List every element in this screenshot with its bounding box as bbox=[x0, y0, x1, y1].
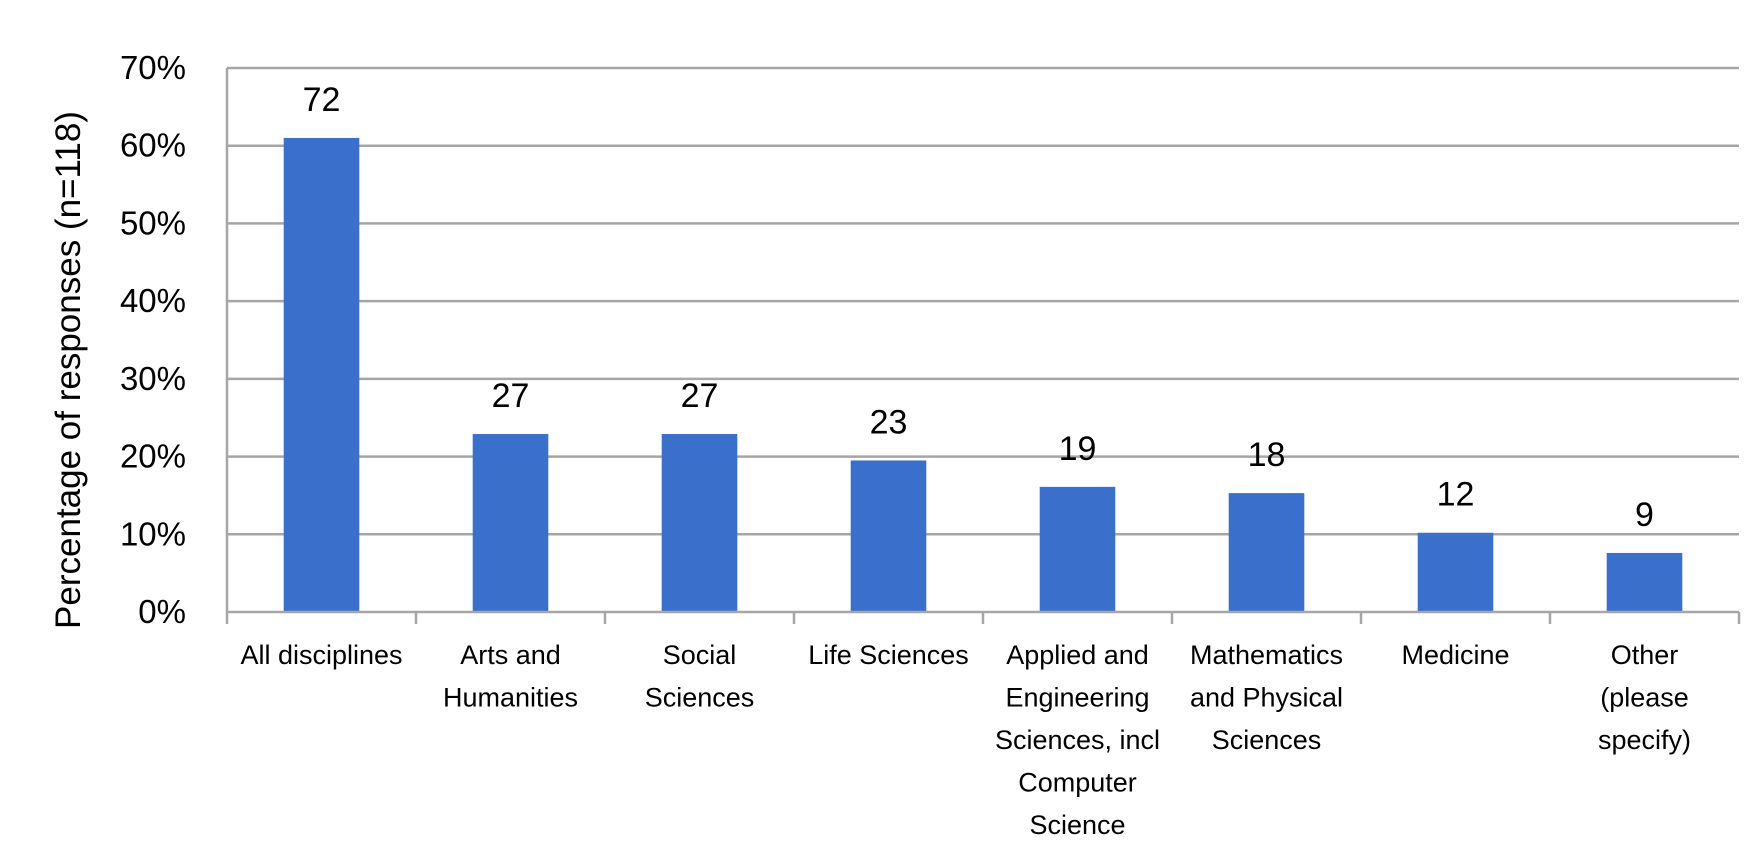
data-label: 23 bbox=[870, 403, 908, 441]
y-tick-labels: 0% 10% 20% 30% 40% 50% 60% 70% bbox=[120, 49, 186, 630]
category-label: Mathematics and Physical Sciences bbox=[1190, 640, 1343, 755]
y-axis-title: Percentage of responses (n=118) bbox=[49, 111, 88, 629]
bars bbox=[283, 137, 1683, 612]
category-label: Arts and Humanities bbox=[443, 640, 578, 713]
data-label: 9 bbox=[1635, 496, 1654, 534]
y-tick-label: 20% bbox=[120, 438, 186, 475]
gridlines bbox=[227, 66, 1739, 536]
data-label: 27 bbox=[492, 377, 530, 415]
bar bbox=[1039, 486, 1116, 612]
category-label: Other (please specify) bbox=[1598, 640, 1691, 755]
y-tick-label: 10% bbox=[120, 515, 186, 552]
bar bbox=[1606, 552, 1683, 612]
category-label: Social Sciences bbox=[645, 640, 755, 713]
bar bbox=[1228, 493, 1305, 612]
category-label: Life Sciences bbox=[808, 640, 969, 670]
category-label: Applied and Engineering Sciences, incl Comp… bbox=[995, 640, 1160, 840]
bar bbox=[661, 434, 738, 612]
y-tick-label: 30% bbox=[120, 360, 186, 397]
x-axis bbox=[225, 68, 1741, 624]
bar bbox=[1417, 532, 1494, 612]
y-tick-label: 0% bbox=[138, 593, 186, 630]
bar bbox=[850, 460, 927, 612]
y-tick-label: 50% bbox=[120, 204, 186, 241]
y-tick-label: 70% bbox=[120, 49, 186, 86]
data-label: 18 bbox=[1248, 436, 1286, 474]
category-labels: All disciplines Arts and Humanities Social S… bbox=[240, 640, 1691, 840]
data-label: 27 bbox=[681, 377, 719, 415]
data-label: 19 bbox=[1059, 430, 1097, 468]
category-label: Medicine bbox=[1401, 640, 1509, 670]
category-label: All disciplines bbox=[240, 640, 402, 670]
data-labels: 72 27 27 23 19 18 12 9 bbox=[303, 81, 1654, 534]
y-tick-label: 40% bbox=[120, 282, 186, 319]
data-label: 72 bbox=[303, 81, 341, 119]
data-label: 12 bbox=[1437, 476, 1475, 514]
bar bbox=[283, 137, 360, 612]
bar bbox=[472, 434, 549, 612]
y-tick-label: 60% bbox=[120, 127, 186, 164]
